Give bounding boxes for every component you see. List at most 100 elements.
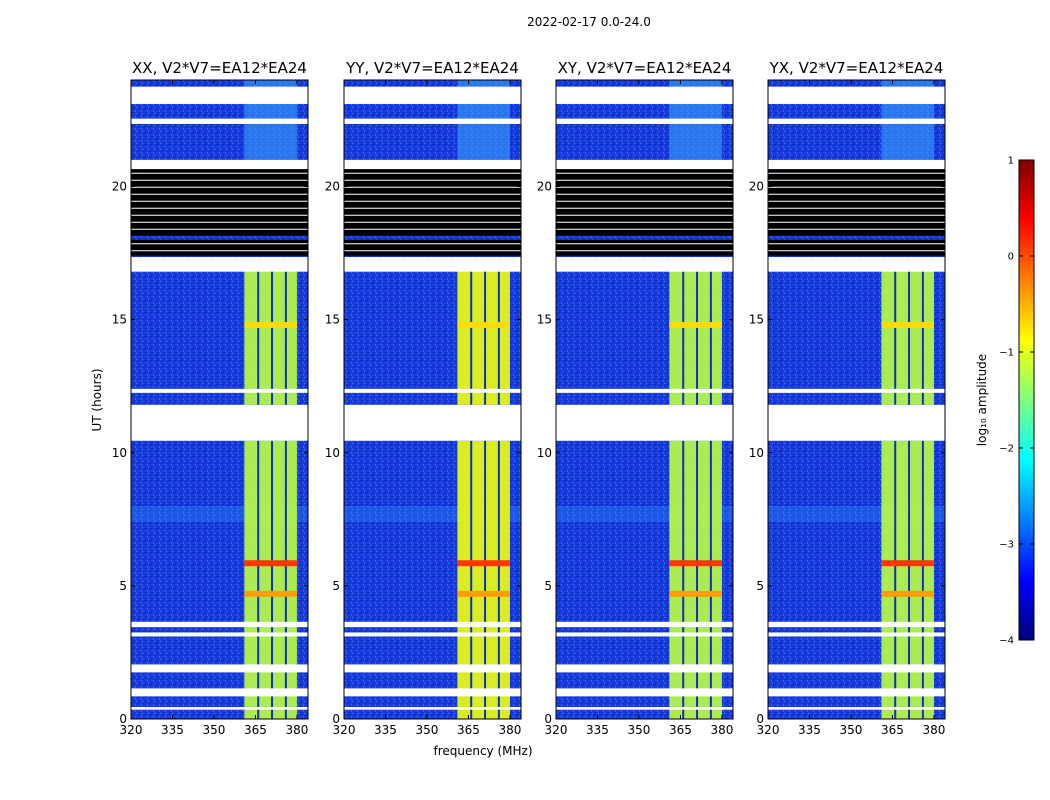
- flagged-range: [556, 86, 733, 104]
- rfi-band: [669, 440, 722, 719]
- colorbar-tick-label: 0: [1008, 252, 1014, 263]
- colorbar: log₁₀ amplitude 1 0 −1 −2 −3 −4: [975, 156, 1035, 647]
- panel-title: XX, V2*V7=EA12*EA24: [132, 59, 307, 77]
- channel-gap: [470, 266, 473, 719]
- x-tick-label: 320: [333, 723, 356, 737]
- x-tick-label: 350: [628, 723, 651, 737]
- y-tick-label: 5: [119, 579, 127, 593]
- colorbar-gradient: [1018, 159, 1035, 641]
- panel-title: YX, V2*V7=EA12*EA24: [769, 59, 944, 77]
- y-tick-label: 15: [325, 313, 340, 327]
- panel-yy: YY, V2*V7=EA12*EA24 320 335 350 365 380 0 5 10 15…: [325, 59, 522, 737]
- y-tick-label: 5: [544, 579, 552, 593]
- flagged-range: [768, 118, 945, 124]
- panel-frame: [343, 79, 522, 720]
- y-tick-label: 0: [756, 712, 764, 726]
- flagged-range: [768, 159, 945, 170]
- x-tick-label: 335: [374, 723, 397, 737]
- flagged-range: [556, 388, 733, 393]
- missing-range: [768, 239, 945, 256]
- x-tick-label: 335: [586, 723, 609, 737]
- channel-gap: [921, 266, 924, 719]
- strong-rfi-event: [244, 560, 297, 567]
- rfi-band: [669, 266, 722, 405]
- flagged-range: [768, 707, 945, 710]
- y-tick-label: 15: [537, 313, 552, 327]
- missing-range: [768, 169, 945, 236]
- strong-rfi-event: [457, 321, 510, 328]
- y-tick-label: 0: [332, 712, 340, 726]
- y-tick-label: 20: [112, 180, 127, 194]
- y-tick-label: 15: [112, 313, 127, 327]
- missing-range: [131, 239, 308, 256]
- channel-gap: [709, 266, 712, 719]
- panel-frame: [130, 79, 309, 720]
- y-tick-label: 10: [537, 446, 552, 460]
- channel-gap: [271, 266, 274, 719]
- y-tick-label: 5: [756, 579, 764, 593]
- flagged-range: [768, 632, 945, 637]
- flagged-range: [131, 621, 308, 628]
- flagged-range: [131, 257, 308, 272]
- flagged-range: [768, 621, 945, 628]
- strong-rfi-event: [881, 560, 934, 567]
- strong-rfi-event: [244, 321, 297, 328]
- y-tick-label: 15: [749, 313, 764, 327]
- flagged-range: [344, 159, 521, 170]
- channel-gap: [696, 266, 699, 719]
- x-tick-label: 380: [285, 723, 308, 737]
- y-tick-label: 20: [749, 180, 764, 194]
- x-tick-label: 335: [161, 723, 184, 737]
- x-tick-label: 350: [416, 723, 439, 737]
- flagged-range: [344, 621, 521, 628]
- x-tick-label: 350: [203, 723, 226, 737]
- missing-range: [556, 239, 733, 256]
- strong-rfi-event: [669, 560, 722, 567]
- flagged-range: [768, 404, 945, 441]
- x-tick-label: 320: [757, 723, 780, 737]
- x-tick-label: 365: [244, 723, 267, 737]
- panel-frame: [767, 79, 946, 720]
- strong-rfi-event: [881, 590, 934, 597]
- colorbar-tick-label: −2: [999, 444, 1014, 455]
- flagged-range: [131, 664, 308, 673]
- channel-gap: [257, 266, 260, 719]
- suptitle: 2022-02-17 0.0-24.0: [527, 15, 651, 29]
- y-tick-label: 10: [112, 446, 127, 460]
- y-tick-label: 10: [749, 446, 764, 460]
- channel-gap: [682, 266, 685, 719]
- panel-title: XY, V2*V7=EA12*EA24: [558, 59, 732, 77]
- flagged-range: [556, 118, 733, 124]
- flagged-range: [131, 688, 308, 697]
- x-tick-label: 320: [120, 723, 143, 737]
- flagged-range: [344, 257, 521, 272]
- x-tick-label: 350: [840, 723, 863, 737]
- rfi-band: [244, 440, 297, 719]
- x-tick-label: 365: [669, 723, 692, 737]
- flagged-range: [556, 621, 733, 628]
- flagged-range: [344, 688, 521, 697]
- y-tick-label: 5: [332, 579, 340, 593]
- strong-rfi-event: [669, 321, 722, 328]
- flagged-range: [131, 404, 308, 441]
- flagged-range: [344, 632, 521, 637]
- strong-rfi-event: [669, 590, 722, 597]
- flagged-range: [768, 86, 945, 104]
- x-tick-label: 380: [498, 723, 521, 737]
- flagged-range: [556, 664, 733, 673]
- flagged-range: [131, 632, 308, 637]
- rfi-band: [244, 266, 297, 405]
- panels: XX, V2*V7=EA12*EA24 320 335 350 365 380 0 5 10 15…: [112, 59, 946, 737]
- x-tick-label: 320: [545, 723, 568, 737]
- y-tick-label: 0: [544, 712, 552, 726]
- colorbar-tick-label: −3: [999, 540, 1014, 551]
- colorbar-label: log₁₀ amplitude: [975, 354, 989, 446]
- strong-rfi-event: [457, 560, 510, 567]
- colorbar-tick-label: −4: [999, 636, 1014, 647]
- channel-gap: [484, 266, 487, 719]
- y-axis-label: UT (hours): [90, 368, 104, 431]
- y-tick-label: 0: [119, 712, 127, 726]
- rfi-band: [457, 266, 510, 405]
- missing-range: [344, 239, 521, 256]
